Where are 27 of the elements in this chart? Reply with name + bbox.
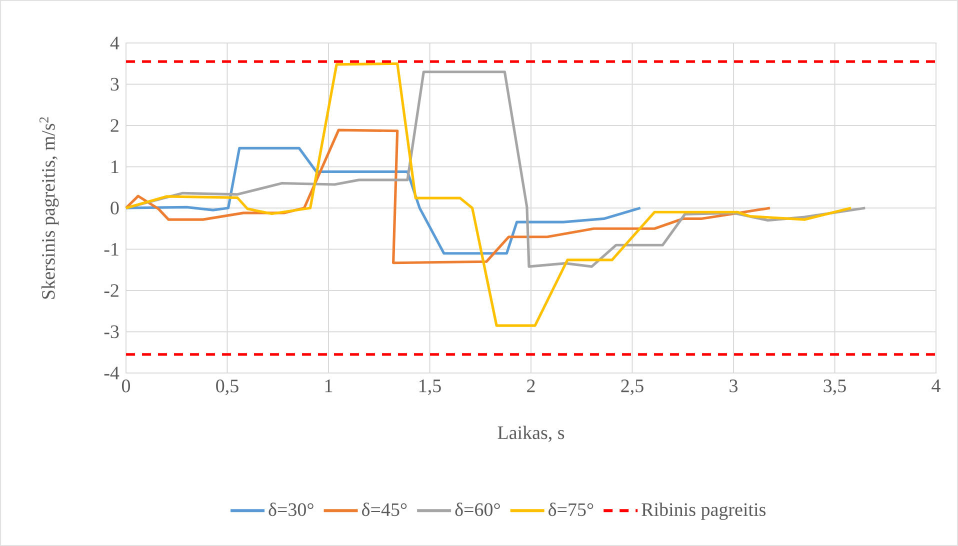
y-tick-label: 3 — [110, 78, 119, 91]
y-tick-label: -1 — [104, 242, 118, 256]
line-series — [124, 62, 852, 327]
x-tick-label: 3 — [730, 380, 738, 392]
legend-label: δ=30° — [268, 502, 314, 516]
line-series — [124, 146, 642, 255]
x-axis-title: Laikas, s — [498, 426, 564, 442]
y-tick-label: 0 — [110, 202, 119, 214]
y-tick-label: -3 — [104, 325, 119, 338]
x-tick-label: 2,5 — [621, 380, 644, 396]
x-tick-label: 3,5 — [824, 380, 846, 396]
x-tick-label: 2 — [527, 380, 535, 392]
legend-label: δ=45° — [362, 502, 407, 516]
x-tick-label: 4 — [932, 380, 940, 392]
y-axis-title: Skersinis pagreitis, m/s$^{2}$ — [40, 117, 59, 299]
legend-label: Ribinis pagreitis — [642, 502, 766, 520]
y-tick-label: 1 — [112, 160, 118, 174]
legend-label: δ=75° — [548, 502, 594, 516]
y-tick-label: -2 — [104, 284, 118, 297]
x-tick-label: 1,5 — [420, 380, 441, 395]
x-tick-label: 0 — [122, 380, 130, 392]
y-tick-label: -4 — [104, 366, 120, 380]
y-tick-label: 4 — [110, 36, 120, 50]
y-tick-label: 2 — [110, 119, 118, 132]
x-tick-label: 0,5 — [216, 380, 238, 396]
legend-label: δ=60° — [455, 502, 500, 516]
x-tick-label: 1 — [325, 380, 332, 392]
